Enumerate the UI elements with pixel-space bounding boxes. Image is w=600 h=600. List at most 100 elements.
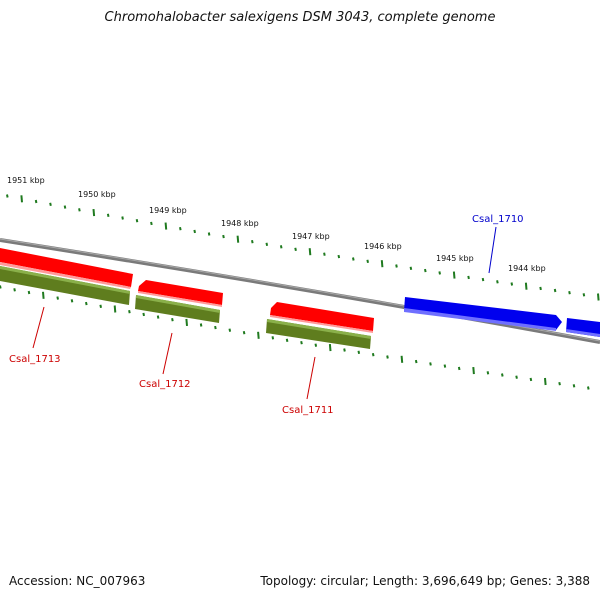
kbp-label: 1948 kbp — [221, 219, 259, 228]
outer-scale-tick — [539, 286, 542, 291]
inner-scale-tick — [199, 323, 203, 327]
inner-scale-tick — [414, 359, 418, 364]
outer-scale-tick — [467, 275, 470, 280]
gene-label-csal-1713[interactable]: Csal_1713 — [9, 354, 61, 365]
leader-line-csal-1712 — [162, 332, 173, 375]
outer-scale-tick — [510, 282, 514, 286]
inner-scale-tick — [42, 291, 45, 299]
gene-arrow-next-forward[interactable] — [566, 318, 600, 337]
outer-scale-tick — [452, 271, 456, 279]
kbp-label: 1945 kbp — [436, 254, 474, 263]
gene-label-csal-1710[interactable]: Csal_1710 — [472, 214, 524, 225]
outer-scale-tick — [438, 271, 441, 275]
inner-scale-tick — [300, 341, 303, 345]
inner-scale-tick — [27, 290, 31, 295]
map-title: Chromohalobacter salexigens DSM 3043, co… — [104, 10, 496, 25]
outer-scale-tick — [207, 232, 211, 236]
outer-scale-tick — [135, 219, 139, 223]
gene-arrow-csal-1710[interactable] — [404, 297, 562, 331]
inner-scale-tick — [314, 343, 318, 347]
cds-bar-csal-1711[interactable] — [266, 319, 371, 349]
outer-scale-tick — [6, 194, 9, 198]
inner-scale-tick — [70, 299, 74, 303]
leader-line-csal-1710 — [488, 226, 497, 274]
outer-scale-tick — [164, 222, 168, 230]
inner-scale-tick — [214, 325, 217, 330]
outer-scale-tick — [20, 195, 23, 203]
outer-scale-tick — [553, 288, 557, 293]
outer-scale-tick — [106, 213, 110, 217]
outer-scale-tick — [597, 293, 600, 301]
inner-scale-tick — [242, 331, 246, 335]
inner-scale-tick — [271, 336, 275, 340]
outer-scale-tick — [395, 264, 398, 268]
outer-scale-tick — [294, 247, 297, 251]
inner-scale-tick — [472, 367, 475, 375]
outer-scale-tick — [251, 240, 254, 244]
leader-line-csal-1713 — [32, 306, 45, 349]
outer-tick-track — [6, 194, 600, 301]
outer-scale-tick — [524, 282, 528, 290]
outer-scale-tick — [236, 235, 240, 243]
inner-scale-tick — [486, 371, 490, 375]
outer-scale-tick — [63, 205, 67, 209]
gene-arrow-csal-1712[interactable] — [138, 280, 223, 307]
outer-scale-tick — [568, 291, 571, 295]
outer-scale-tick — [121, 216, 124, 220]
inner-scale-tick — [371, 353, 375, 357]
inner-scale-tick — [429, 362, 432, 366]
inner-scale-tick — [171, 318, 174, 322]
inner-scale-tick — [99, 304, 102, 308]
cds-bar-csal-1713[interactable] — [0, 266, 130, 305]
inner-scale-tick — [529, 377, 533, 382]
outer-scale-tick — [337, 254, 341, 259]
gene-arrow-csal-1711[interactable] — [270, 302, 374, 333]
inner-scale-tick — [285, 338, 289, 342]
cds-bar-csal-1712[interactable] — [135, 295, 220, 323]
kbp-label: 1951 kbp — [7, 176, 45, 185]
kbp-label: 1949 kbp — [149, 206, 187, 215]
inner-scale-tick — [400, 355, 404, 363]
outer-scale-tick — [265, 242, 269, 246]
gene-label-csal-1712[interactable]: Csal_1712 — [139, 379, 191, 390]
inner-scale-tick — [572, 384, 576, 388]
outer-scale-tick — [222, 234, 225, 239]
inner-scale-tick — [56, 296, 59, 300]
leader-line-csal-1711 — [306, 356, 316, 400]
inner-scale-tick — [515, 375, 518, 379]
inner-scale-tick — [457, 366, 461, 371]
outer-scale-tick — [193, 229, 196, 234]
inner-scale-tick — [257, 331, 260, 339]
outer-scale-tick — [92, 209, 96, 217]
outer-scale-tick — [308, 248, 312, 256]
inner-scale-tick — [113, 305, 117, 313]
inner-scale-tick — [443, 364, 447, 368]
inner-scale-tick — [544, 377, 547, 386]
inner-scale-tick — [558, 382, 561, 386]
gene-arrow-csal-1713[interactable] — [0, 248, 133, 289]
outer-scale-tick — [481, 277, 485, 282]
outer-scale-tick — [366, 259, 369, 263]
outer-scale-tick — [424, 268, 427, 273]
accession-text: Accession: NC_007963 — [9, 574, 146, 588]
genome-backbone — [0, 238, 600, 344]
kbp-label: 1944 kbp — [508, 264, 546, 273]
inner-scale-tick — [142, 312, 145, 317]
inner-tick-track — [0, 285, 590, 390]
outer-scale-tick — [179, 227, 182, 231]
inner-scale-tick — [156, 315, 160, 319]
outer-scale-tick — [34, 199, 38, 204]
outer-scale-tick — [150, 221, 153, 226]
inner-scale-tick — [587, 386, 590, 390]
outer-scale-tick — [409, 266, 413, 270]
outer-scale-tick — [582, 293, 586, 297]
outer-scale-tick — [279, 245, 283, 249]
inner-scale-tick — [13, 288, 16, 292]
inner-scale-tick — [85, 301, 88, 306]
kbp-label: 1946 kbp — [364, 242, 402, 251]
topology-text: Topology: circular; Length: 3,696,649 bp… — [260, 574, 590, 588]
inner-scale-tick — [386, 355, 389, 359]
gene-label-csal-1711[interactable]: Csal_1711 — [282, 405, 334, 416]
outer-scale-tick — [323, 252, 326, 256]
inner-scale-tick — [501, 373, 504, 377]
